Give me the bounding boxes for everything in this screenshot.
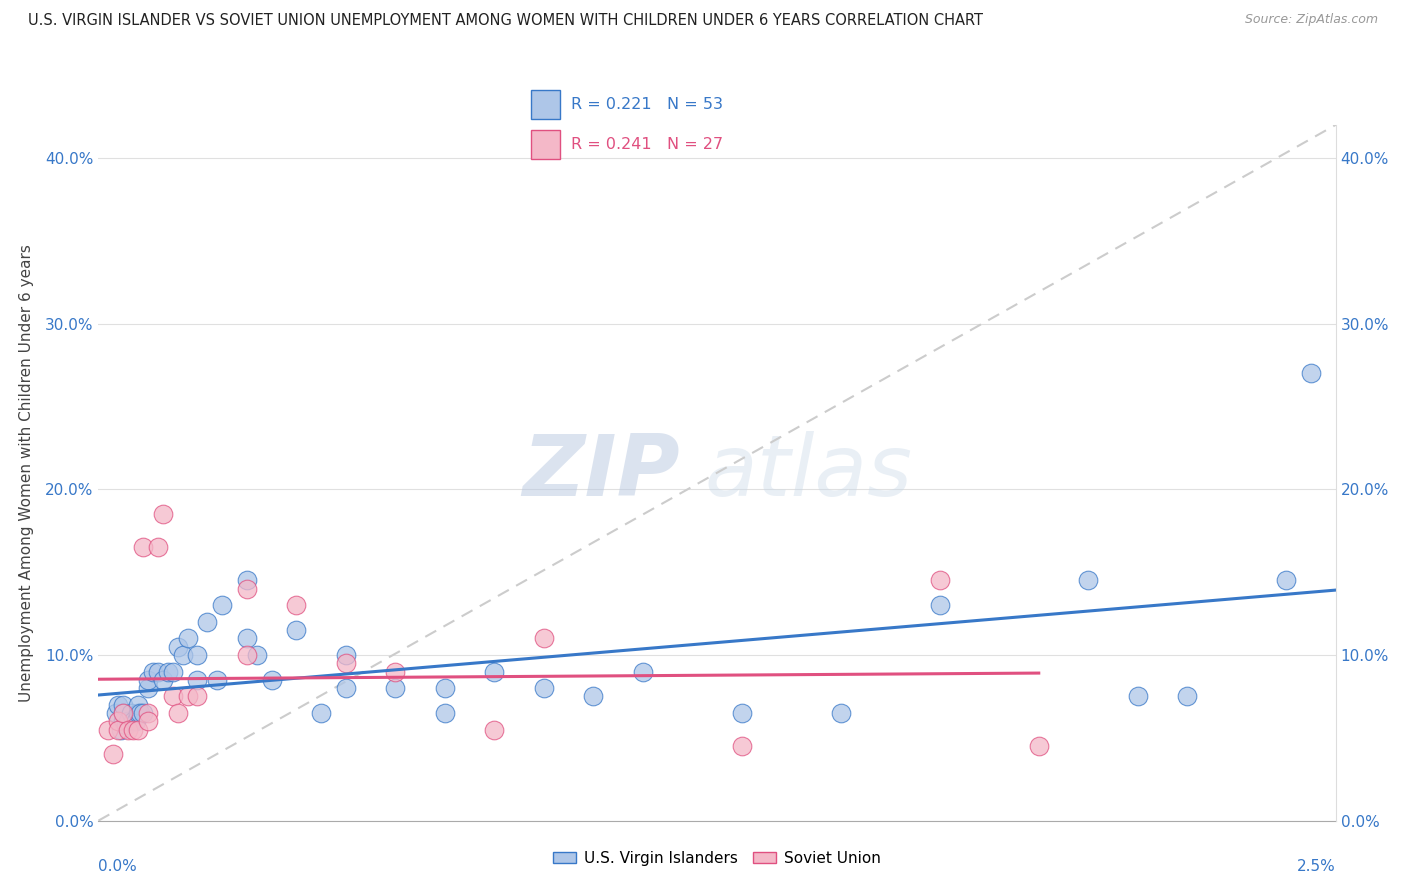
Point	[112, 706, 135, 720]
Point	[186, 648, 208, 662]
Point	[1126, 690, 1149, 704]
Point	[176, 690, 198, 704]
Point	[384, 665, 406, 679]
Point	[107, 714, 129, 729]
Point	[211, 599, 233, 613]
Point	[110, 723, 132, 737]
Point	[285, 599, 308, 613]
Point	[236, 574, 259, 588]
Point	[104, 706, 127, 720]
Point	[136, 706, 159, 720]
Point	[166, 640, 188, 654]
Point	[112, 698, 135, 712]
Point	[156, 665, 179, 679]
Text: 0.0%: 0.0%	[98, 859, 138, 874]
Point	[127, 706, 149, 720]
Point	[162, 665, 184, 679]
Point	[236, 648, 259, 662]
Point	[335, 648, 357, 662]
Point	[582, 690, 605, 704]
Point	[631, 665, 654, 679]
Point	[195, 615, 218, 629]
Point	[205, 673, 228, 687]
Point	[136, 673, 159, 687]
Point	[132, 706, 155, 720]
Point	[146, 541, 169, 555]
Legend: U.S. Virgin Islanders, Soviet Union: U.S. Virgin Islanders, Soviet Union	[547, 845, 887, 872]
Point	[114, 717, 136, 731]
Point	[1175, 690, 1198, 704]
Point	[152, 507, 174, 521]
Point	[122, 714, 145, 729]
Point	[533, 632, 555, 646]
Y-axis label: Unemployment Among Women with Children Under 6 years: Unemployment Among Women with Children U…	[18, 244, 34, 702]
Point	[484, 665, 506, 679]
Point	[120, 706, 142, 720]
Point	[117, 723, 139, 737]
Point	[152, 673, 174, 687]
Point	[142, 665, 165, 679]
Point	[117, 714, 139, 729]
Text: 2.5%: 2.5%	[1296, 859, 1336, 874]
Text: ZIP: ZIP	[522, 431, 681, 515]
Point	[186, 673, 208, 687]
Point	[433, 681, 456, 695]
Point	[830, 706, 852, 720]
Point	[433, 706, 456, 720]
Point	[246, 648, 269, 662]
Point	[129, 706, 152, 720]
Point	[166, 706, 188, 720]
Point	[1299, 367, 1322, 381]
Text: atlas: atlas	[704, 431, 912, 515]
Point	[1028, 739, 1050, 753]
Point	[309, 706, 332, 720]
Point	[533, 681, 555, 695]
Text: R = 0.241   N = 27: R = 0.241 N = 27	[571, 137, 723, 152]
Point	[97, 723, 120, 737]
Point	[136, 681, 159, 695]
Point	[107, 698, 129, 712]
Point	[122, 723, 145, 737]
Point	[236, 632, 259, 646]
Point	[1275, 574, 1298, 588]
Point	[928, 574, 950, 588]
Point	[132, 541, 155, 555]
Point	[1077, 574, 1099, 588]
Point	[484, 723, 506, 737]
Text: Source: ZipAtlas.com: Source: ZipAtlas.com	[1244, 13, 1378, 27]
Point	[146, 665, 169, 679]
Point	[335, 657, 357, 671]
Point	[384, 681, 406, 695]
Point	[285, 623, 308, 637]
Point	[172, 648, 194, 662]
Text: R = 0.221   N = 53: R = 0.221 N = 53	[571, 97, 723, 112]
FancyBboxPatch shape	[531, 90, 560, 119]
Point	[176, 632, 198, 646]
Point	[136, 714, 159, 729]
Point	[236, 582, 259, 596]
Point	[260, 673, 283, 687]
Point	[731, 706, 754, 720]
Point	[731, 739, 754, 753]
Point	[127, 698, 149, 712]
Point	[162, 690, 184, 704]
Point	[928, 599, 950, 613]
Point	[186, 690, 208, 704]
Point	[335, 681, 357, 695]
Point	[103, 747, 125, 762]
Point	[112, 714, 135, 729]
Text: U.S. VIRGIN ISLANDER VS SOVIET UNION UNEMPLOYMENT AMONG WOMEN WITH CHILDREN UNDE: U.S. VIRGIN ISLANDER VS SOVIET UNION UNE…	[28, 13, 983, 29]
Point	[107, 723, 129, 737]
Point	[127, 723, 149, 737]
FancyBboxPatch shape	[531, 130, 560, 159]
Point	[124, 714, 146, 729]
Point	[112, 706, 135, 720]
